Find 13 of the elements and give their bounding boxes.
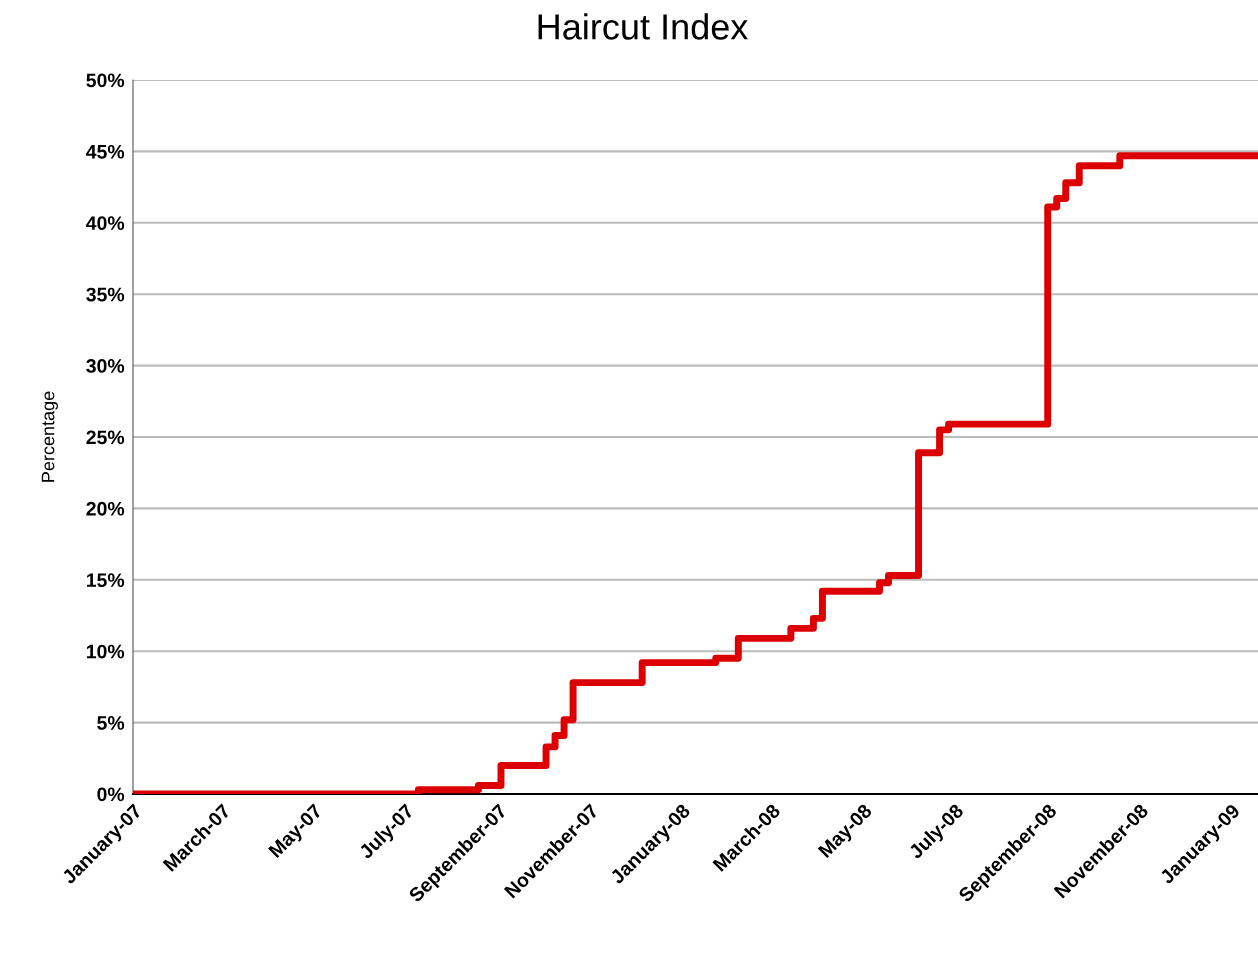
y-tick-label: 10% — [86, 644, 125, 659]
y-tick-label: 40% — [86, 216, 125, 231]
y-tick-label: 35% — [86, 287, 125, 302]
y-tick-label: 0% — [97, 787, 125, 802]
y-tick-label: 30% — [86, 359, 125, 373]
y-tick-label: 25% — [86, 430, 125, 445]
chart-title: Haircut Index — [538, 13, 748, 40]
y-tick-label: 45% — [86, 144, 125, 159]
y-tick-label: 20% — [86, 501, 125, 516]
y-tick-label: 5% — [97, 716, 125, 730]
y-tick-label: 50% — [86, 73, 125, 88]
y-tick-label: 15% — [86, 573, 125, 588]
y-axis-title: Percentage — [41, 391, 58, 482]
